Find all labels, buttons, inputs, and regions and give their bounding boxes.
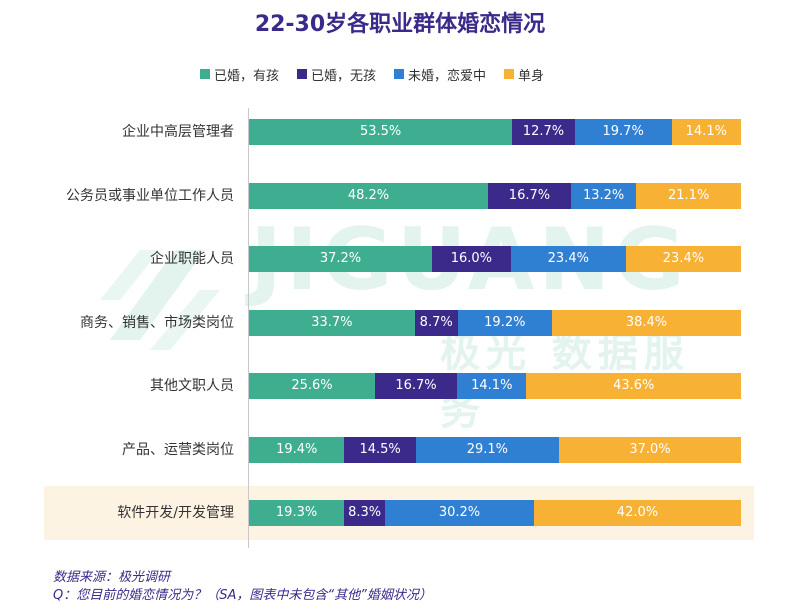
bar-segment: 12.7%: [512, 119, 575, 145]
category-label: 企业中高层管理者: [122, 124, 234, 140]
question-note: Q：您目前的婚恋情况为？（SA，图表中未包含“其他”婚姻状况）: [53, 588, 432, 603]
category-label: 企业职能人员: [150, 251, 234, 267]
legend-swatch: [504, 69, 515, 79]
bar-segment: 30.2%: [385, 500, 534, 526]
category-label: 软件开发/开发管理: [117, 505, 234, 521]
bar-segment: 14.1%: [457, 373, 527, 399]
bar-segment: 16.0%: [432, 246, 511, 272]
legend-label: 未婚，恋爱中: [408, 68, 487, 84]
jiguang-logo-icon: [100, 250, 220, 350]
bar-segment: 23.4%: [625, 246, 741, 272]
bar-segment: 19.4%: [249, 436, 345, 463]
chart-title: 22-30岁各职业群体婚恋情况: [254, 12, 546, 37]
bar-segment: 25.6%: [249, 373, 375, 399]
legend-item: 已婚，有孩: [200, 64, 279, 84]
bar-segment: 48.2%: [249, 182, 489, 209]
bar-segment: 29.1%: [415, 436, 559, 463]
legend-swatch: [200, 69, 210, 79]
category-label: 商务、销售、市场类岗位: [80, 314, 234, 331]
bar-segment: 19.2%: [457, 309, 553, 336]
legend-swatch: [297, 69, 308, 79]
bar-segment: 8.7%: [414, 309, 458, 336]
bar-segment: 23.4%: [510, 246, 626, 272]
legend-label: 单身: [518, 68, 545, 84]
legend-swatch: [394, 69, 405, 79]
bar-segment: 38.4%: [552, 309, 741, 336]
legend-item: 未婚，恋爱中: [394, 64, 486, 84]
category-axis-line: [248, 108, 249, 548]
category-label: 产品、运营类岗位: [122, 441, 234, 458]
bar-segment: 16.7%: [488, 182, 571, 209]
bar-segment: 14.5%: [344, 436, 416, 463]
legend-item: 单身: [504, 64, 544, 84]
bar-segment: 19.7%: [574, 119, 672, 145]
legend-label: 已婚，有孩: [214, 68, 280, 84]
legend-item: 已婚，无孩: [297, 64, 376, 84]
bar-segment: 37.0%: [558, 436, 741, 463]
bar-segment: 21.1%: [636, 182, 741, 209]
category-label: 其他文职人员: [150, 378, 234, 394]
bar-segment: 8.3%: [344, 500, 386, 526]
source-note: 数据来源：极光调研: [53, 570, 171, 585]
legend: 已婚，有孩 已婚，无孩 未婚，恋爱中 单身: [200, 64, 760, 84]
bar-segment: 43.6%: [526, 373, 741, 399]
bar-segment: 19.3%: [249, 500, 345, 526]
bar-segment: 14.1%: [671, 119, 741, 145]
bar-segment: 42.0%: [533, 500, 741, 526]
category-label: 公务员或事业单位工作人员: [66, 187, 234, 204]
bar-segment: 13.2%: [570, 182, 637, 209]
watermark: JIGUANG 极光 数据服务: [80, 210, 730, 434]
legend-label: 已婚，无孩: [311, 68, 377, 84]
bar-segment: 33.7%: [249, 309, 415, 336]
bar-segment: 53.5%: [249, 119, 513, 145]
bar-segment: 16.7%: [374, 373, 458, 399]
bar-segment: 37.2%: [249, 246, 433, 272]
